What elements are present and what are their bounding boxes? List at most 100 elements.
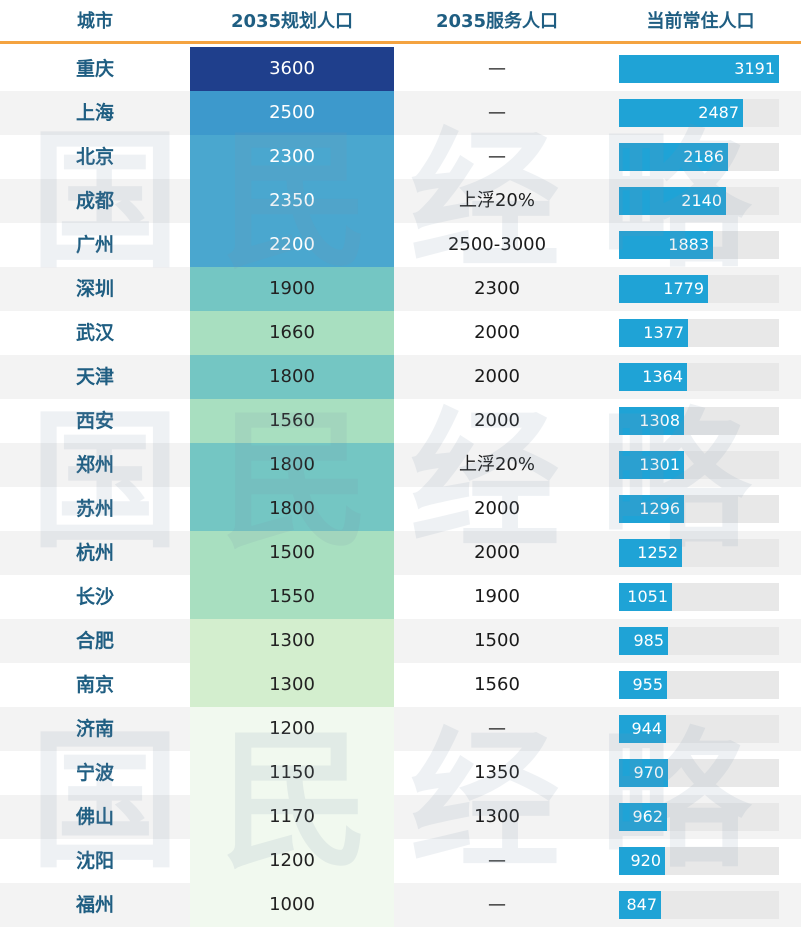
- city-cell: 广州: [75, 234, 114, 256]
- planned-cell: 1300: [190, 619, 394, 663]
- city-cell: 合肥: [75, 630, 114, 652]
- planned-cell: 1660: [190, 311, 394, 355]
- table-row: 合肥 1300 1500 985: [0, 619, 801, 663]
- city-cell: 杭州: [75, 542, 114, 564]
- city-cell: 佛山: [75, 806, 114, 828]
- current-population-bar: 985: [619, 627, 668, 655]
- service-cell: 上浮20%: [458, 190, 535, 211]
- planned-cell: 1500: [190, 531, 394, 575]
- city-cell: 天津: [75, 366, 114, 388]
- service-cell: 2000: [474, 498, 520, 519]
- city-cell: 西安: [75, 410, 114, 432]
- current-population-bar: 1301: [619, 451, 684, 479]
- city-cell: 南京: [75, 674, 114, 696]
- city-cell: 重庆: [75, 58, 114, 80]
- city-cell: 福州: [75, 894, 114, 916]
- table-row: 佛山 1170 1300 962: [0, 795, 801, 839]
- current-population-bar: 1779: [619, 275, 708, 303]
- current-population-bar: 1883: [619, 231, 713, 259]
- city-cell: 宁波: [75, 762, 114, 784]
- service-cell: —: [488, 58, 506, 79]
- header-planned: 2035规划人口: [230, 11, 354, 32]
- city-cell: 成都: [75, 190, 114, 212]
- current-population-bar: 2140: [619, 187, 726, 215]
- service-cell: —: [488, 102, 506, 123]
- planned-cell: 2350: [190, 179, 394, 223]
- header-city: 城市: [77, 11, 113, 32]
- planned-cell: 1170: [190, 795, 394, 839]
- table-row: 济南 1200 — 944: [0, 707, 801, 751]
- planned-cell: 2200: [190, 223, 394, 267]
- service-cell: —: [488, 146, 506, 167]
- table-row: 广州 2200 2500-3000 1883: [0, 223, 801, 267]
- table-row: 西安 1560 2000 1308: [0, 399, 801, 443]
- current-population-bar: 944: [619, 715, 666, 743]
- service-cell: —: [488, 718, 506, 739]
- table-row: 苏州 1800 2000 1296: [0, 487, 801, 531]
- table-row: 南京 1300 1560 955: [0, 663, 801, 707]
- service-cell: 2000: [474, 542, 520, 563]
- table-row: 宁波 1150 1350 970: [0, 751, 801, 795]
- city-cell: 深圳: [75, 278, 114, 300]
- table-row: 天津 1800 2000 1364: [0, 355, 801, 399]
- service-cell: 2300: [474, 278, 520, 299]
- service-cell: 1500: [474, 630, 520, 651]
- table-row: 杭州 1500 2000 1252: [0, 531, 801, 575]
- planned-cell: 1300: [190, 663, 394, 707]
- current-population-bar: 2186: [619, 143, 728, 171]
- planned-cell: 1550: [190, 575, 394, 619]
- service-cell: 上浮20%: [458, 454, 535, 475]
- planned-cell: 1800: [190, 443, 394, 487]
- service-cell: 1350: [474, 762, 520, 783]
- city-cell: 济南: [75, 718, 114, 740]
- current-population-bar: 1364: [619, 363, 687, 391]
- service-cell: 2000: [474, 410, 520, 431]
- planned-cell: 1150: [190, 751, 394, 795]
- current-population-bar: 1308: [619, 407, 684, 435]
- table-row: 郑州 1800 上浮20% 1301: [0, 443, 801, 487]
- planned-cell: 1800: [190, 487, 394, 531]
- table-row: 重庆 3600 — 3191: [0, 47, 801, 91]
- table-row: 北京 2300 — 2186: [0, 135, 801, 179]
- service-cell: 2500-3000: [447, 234, 547, 255]
- service-cell: —: [488, 894, 506, 915]
- header-service: 2035服务人口: [435, 11, 559, 32]
- city-cell: 长沙: [75, 586, 114, 608]
- planned-cell: 1200: [190, 707, 394, 751]
- table-row: 深圳 1900 2300 1779: [0, 267, 801, 311]
- planned-cell: 2300: [190, 135, 394, 179]
- current-population-bar: 847: [619, 891, 661, 919]
- service-cell: 2000: [474, 322, 520, 343]
- current-population-bar: 1051: [619, 583, 672, 611]
- current-population-bar: 1296: [619, 495, 684, 523]
- header-current: 当前常住人口: [646, 11, 755, 32]
- planned-cell: 1200: [190, 839, 394, 883]
- planned-cell: 1000: [190, 883, 394, 927]
- table-row: 上海 2500 — 2487: [0, 91, 801, 135]
- table-row: 成都 2350 上浮20% 2140: [0, 179, 801, 223]
- current-population-bar: 962: [619, 803, 667, 831]
- service-cell: 2000: [474, 366, 520, 387]
- current-population-bar: 3191: [619, 55, 779, 83]
- table-header: 城市 2035规划人口 2035服务人口 当前常住人口: [0, 0, 801, 44]
- current-population-bar: 920: [619, 847, 665, 875]
- current-population-bar: 2487: [619, 99, 743, 127]
- service-cell: 1900: [474, 586, 520, 607]
- current-population-bar: 1252: [619, 539, 682, 567]
- city-cell: 苏州: [75, 498, 114, 520]
- planned-cell: 1900: [190, 267, 394, 311]
- city-cell: 武汉: [75, 322, 114, 344]
- current-population-bar: 955: [619, 671, 667, 699]
- current-population-bar: 1377: [619, 319, 688, 347]
- service-cell: 1300: [474, 806, 520, 827]
- service-cell: 1560: [474, 674, 520, 695]
- table-row: 福州 1000 — 847: [0, 883, 801, 927]
- planned-cell: 1800: [190, 355, 394, 399]
- planned-cell: 2500: [190, 91, 394, 135]
- current-population-bar: 970: [619, 759, 668, 787]
- service-cell: —: [488, 850, 506, 871]
- table-row: 武汉 1660 2000 1377: [0, 311, 801, 355]
- planned-cell: 1560: [190, 399, 394, 443]
- table-row: 沈阳 1200 — 920: [0, 839, 801, 883]
